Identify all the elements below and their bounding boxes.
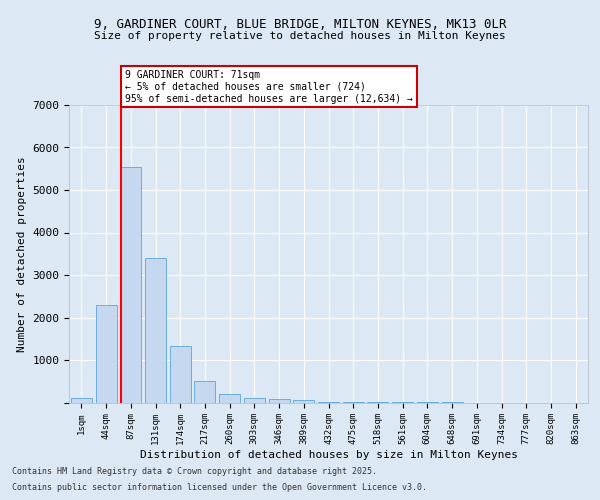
Text: Contains HM Land Registry data © Crown copyright and database right 2025.: Contains HM Land Registry data © Crown c… bbox=[12, 467, 377, 476]
X-axis label: Distribution of detached houses by size in Milton Keynes: Distribution of detached houses by size … bbox=[139, 450, 517, 460]
Bar bbox=[95, 304, 116, 402]
Bar bbox=[145, 258, 166, 402]
Bar bbox=[219, 394, 240, 402]
Bar bbox=[120, 166, 141, 402]
Bar bbox=[293, 400, 314, 402]
Text: 9, GARDINER COURT, BLUE BRIDGE, MILTON KEYNES, MK13 0LR: 9, GARDINER COURT, BLUE BRIDGE, MILTON K… bbox=[94, 18, 506, 30]
Bar bbox=[244, 398, 265, 402]
Text: Size of property relative to detached houses in Milton Keynes: Size of property relative to detached ho… bbox=[94, 31, 506, 41]
Text: Contains public sector information licensed under the Open Government Licence v3: Contains public sector information licen… bbox=[12, 484, 427, 492]
Bar bbox=[71, 398, 92, 402]
Bar bbox=[170, 346, 191, 403]
Bar bbox=[194, 381, 215, 402]
Bar bbox=[269, 399, 290, 402]
Text: 9 GARDINER COURT: 71sqm
← 5% of detached houses are smaller (724)
95% of semi-de: 9 GARDINER COURT: 71sqm ← 5% of detached… bbox=[125, 70, 413, 104]
Y-axis label: Number of detached properties: Number of detached properties bbox=[17, 156, 27, 352]
